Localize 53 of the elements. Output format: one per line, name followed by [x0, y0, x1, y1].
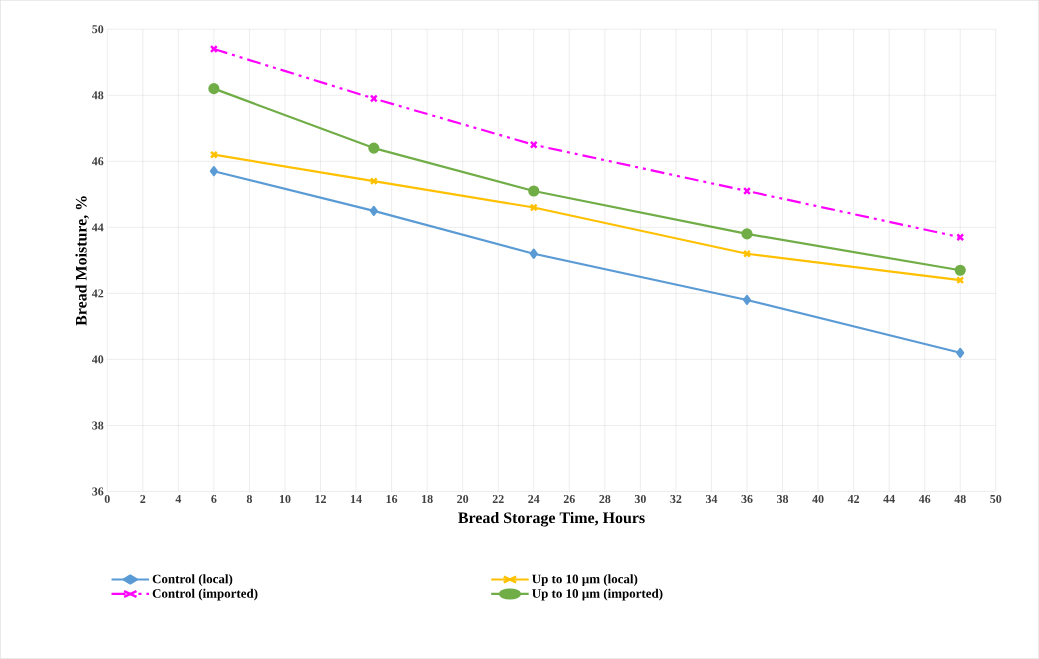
x-tick-label: 2	[140, 495, 146, 504]
x-tick-label: 44	[883, 495, 895, 503]
point	[529, 203, 538, 212]
point	[369, 94, 378, 103]
x-tick-label: 0	[104, 495, 110, 504]
x-tick-label: 12	[315, 495, 326, 504]
x-tick-label: 46	[918, 495, 931, 504]
y-tick-label: 50	[92, 25, 104, 34]
x-tick-label: 26	[563, 495, 575, 504]
x-tick-label: 36	[741, 495, 753, 504]
y-tick-label: 38	[92, 421, 104, 430]
x-tick-label: 18	[422, 495, 433, 504]
point	[954, 264, 966, 276]
legend-label: Control (local)	[152, 574, 233, 587]
y-tick-label: 44	[91, 223, 104, 232]
x-tick-label: 40	[812, 495, 824, 504]
x-tick-label: 10	[279, 495, 291, 504]
x-tick-label: 28	[599, 495, 611, 504]
x-tick-label: 42	[847, 495, 860, 504]
x-tick-label: 4	[175, 495, 182, 503]
point	[742, 294, 752, 306]
x-tick-label: 34	[705, 495, 718, 504]
point	[742, 249, 752, 258]
x-tick-label: 48	[954, 495, 966, 504]
x-tick-label: 32	[670, 495, 682, 504]
point	[368, 142, 380, 154]
x-tick-label: 8	[246, 495, 253, 504]
point	[528, 185, 540, 197]
x-tick-label: 50	[990, 495, 1002, 504]
point	[209, 166, 218, 177]
legend-label: Up to 10 µm (local)	[532, 574, 638, 587]
y-tick-label: 46	[91, 157, 104, 166]
point	[529, 248, 538, 259]
y-tick-label: 36	[92, 487, 104, 496]
x-tick-label: 20	[457, 495, 469, 504]
legend-label: Control (imported)	[152, 588, 258, 601]
legend-label: Up to 10 µm (imported)	[532, 588, 663, 601]
y-tick-label: 42	[91, 289, 104, 298]
y-tick-label: 40	[91, 355, 104, 364]
x-tick-label: 22	[492, 495, 504, 504]
x-tick-label: 24	[528, 495, 540, 504]
x-tick-label: 14	[351, 495, 362, 503]
y-axis-title: Bread Moisture, %	[75, 196, 89, 326]
x-tick-label: 30	[634, 495, 646, 504]
x-tick-label: 38	[777, 495, 789, 504]
y-tick-label: 48	[91, 91, 104, 100]
point	[208, 83, 220, 95]
x-axis-title: Bread Storage Time, Hours	[458, 512, 645, 527]
point	[369, 205, 378, 217]
point	[956, 347, 965, 358]
point	[741, 228, 753, 240]
x-tick-label: 6	[211, 495, 217, 504]
x-tick-label: 16	[386, 495, 398, 504]
